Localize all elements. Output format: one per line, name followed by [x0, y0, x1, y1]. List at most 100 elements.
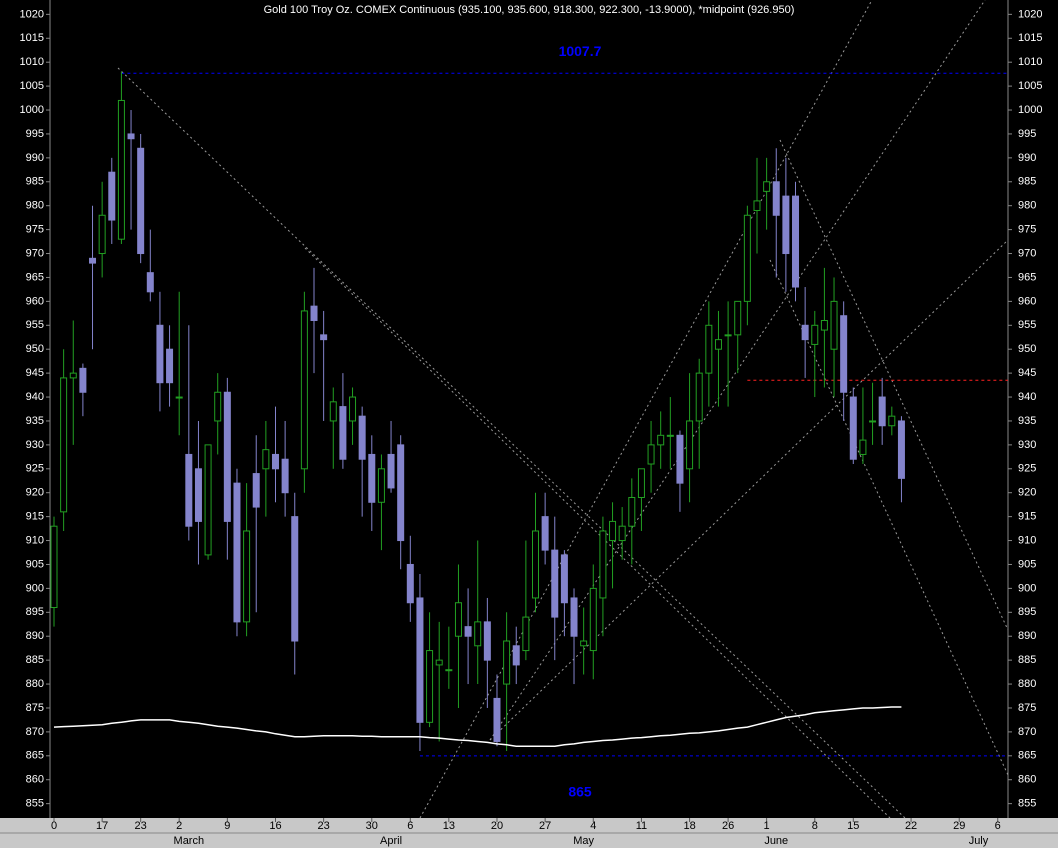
y-tick-label: 940	[1018, 391, 1036, 403]
y-tick-label: 1015	[1018, 32, 1042, 44]
average-line	[53, 706, 902, 747]
x-tick-label: 8	[812, 820, 818, 832]
y-tick-label: 870	[26, 726, 44, 738]
x-tick-label: 30	[366, 820, 378, 832]
y-tick-label: 900	[1018, 582, 1036, 594]
candle-body	[127, 133, 135, 140]
candle-body	[243, 530, 251, 623]
candle-body	[503, 640, 511, 685]
y-tick-label: 950	[26, 343, 44, 355]
x-tick-label: 23	[318, 820, 330, 832]
candle-body	[50, 525, 58, 609]
y-tick-label: 1000	[20, 104, 44, 116]
y-tick-label: 860	[26, 774, 44, 786]
candle-body	[714, 339, 722, 350]
candle-body	[657, 434, 665, 446]
y-tick-label: 890	[1018, 630, 1036, 642]
candle-body	[570, 597, 578, 637]
candle-body	[820, 320, 828, 331]
candle-body	[551, 549, 559, 618]
candle-body	[252, 473, 260, 508]
candle-body	[743, 214, 751, 302]
x-tick-label: 4	[590, 820, 596, 832]
x-tick-label: 13	[443, 820, 455, 832]
candle-body	[782, 195, 790, 255]
trend-line	[779, 139, 1009, 631]
y-tick-label: 915	[1018, 511, 1036, 523]
candle-body	[271, 453, 279, 470]
x-tick-label: 0	[51, 820, 57, 832]
y-tick-label: 885	[26, 654, 44, 666]
candle-body	[483, 621, 491, 661]
y-tick-label: 905	[26, 558, 44, 570]
candle-body	[878, 396, 886, 427]
x-tick-label: 23	[135, 820, 147, 832]
candle-body	[474, 621, 482, 647]
candle-body	[349, 396, 357, 422]
candle-body	[69, 372, 77, 379]
y-tick-label: 865	[1018, 750, 1036, 762]
candle-body	[117, 99, 125, 240]
y-tick-label: 975	[1018, 224, 1036, 236]
y-tick-label: 875	[26, 702, 44, 714]
y-tick-label: 970	[1018, 247, 1036, 259]
candle-body	[416, 597, 424, 723]
trend-line	[117, 67, 906, 819]
candle-body	[445, 669, 453, 672]
y-tick-label: 855	[26, 798, 44, 810]
y-tick-label: 960	[1018, 295, 1036, 307]
y-tick-label: 910	[1018, 534, 1036, 546]
candle-body	[609, 520, 617, 542]
candle-body	[387, 453, 395, 489]
candle-body	[599, 530, 607, 599]
y-tick-label: 1010	[1018, 56, 1042, 68]
candle-body	[214, 391, 222, 422]
candle-body	[194, 468, 202, 522]
candle-body	[137, 147, 145, 255]
candle-body	[493, 697, 501, 742]
y-tick-label: 940	[26, 391, 44, 403]
candle-body	[666, 434, 674, 437]
month-label: July	[969, 835, 989, 847]
y-tick-label: 935	[1018, 415, 1036, 427]
y-tick-label: 975	[26, 224, 44, 236]
candle-body	[686, 420, 694, 470]
y-tick-label: 900	[26, 582, 44, 594]
candle-body	[300, 310, 308, 470]
y-tick-label: 985	[26, 176, 44, 188]
y-tick-label: 925	[1018, 463, 1036, 475]
y-tick-label: 930	[26, 439, 44, 451]
y-tick-label: 955	[1018, 319, 1036, 331]
y-tick-label: 880	[26, 678, 44, 690]
x-tick-label: 27	[539, 820, 551, 832]
candle-body	[772, 181, 780, 216]
y-tick-label: 1020	[20, 8, 44, 20]
candle-body	[60, 377, 68, 513]
y-tick-label: 920	[1018, 487, 1036, 499]
x-tick-label: 26	[722, 820, 734, 832]
candle-body	[676, 434, 684, 484]
level-label: 865	[568, 784, 592, 800]
y-tick-label: 980	[26, 200, 44, 212]
candle-body	[522, 616, 530, 652]
y-tick-label: 880	[1018, 678, 1036, 690]
x-tick-label: 9	[224, 820, 230, 832]
y-tick-label: 960	[26, 295, 44, 307]
y-tick-label: 945	[1018, 367, 1036, 379]
candle-body	[166, 348, 174, 384]
candle-body	[339, 406, 347, 460]
y-tick-label: 1015	[20, 32, 44, 44]
y-tick-label: 990	[1018, 152, 1036, 164]
candle-body	[79, 367, 87, 393]
candle-body	[580, 640, 588, 647]
level-label: 1007.7	[559, 43, 602, 59]
candle-body	[454, 602, 462, 637]
y-tick-label: 1005	[20, 80, 44, 92]
y-tick-label: 895	[1018, 606, 1036, 618]
y-tick-label: 925	[26, 463, 44, 475]
x-tick-label: 29	[953, 820, 965, 832]
candle-body	[705, 324, 713, 374]
candle-body	[397, 444, 405, 542]
candle-body	[792, 195, 800, 288]
x-tick-label: 6	[407, 820, 413, 832]
